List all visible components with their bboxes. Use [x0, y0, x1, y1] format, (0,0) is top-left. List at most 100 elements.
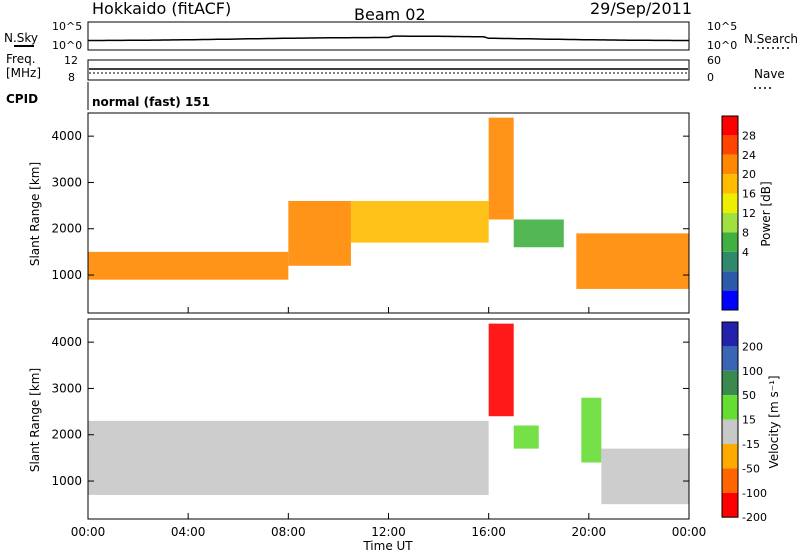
velocity-colorbar-segment — [722, 395, 738, 420]
freq-tick-low: 8 — [68, 71, 75, 84]
power-colorbar: 28 24 20 16 12 8 4 — [721, 115, 756, 311]
velocity-ytick-label: 1000 — [51, 474, 82, 488]
power-data-band — [350, 200, 489, 243]
power-colorbar-segment — [722, 213, 738, 233]
velocity-ytick-label: 2000 — [51, 428, 82, 442]
noise-sky-trace — [88, 35, 689, 42]
date-title: 29/Sep/2011 — [590, 0, 692, 18]
velocity-heatmap — [88, 323, 689, 505]
cpid-row: CPID normal (fast) 151 — [6, 82, 210, 110]
velocity-colorbar-segment — [722, 468, 738, 493]
velocity-data-band — [488, 323, 514, 417]
nave-tick-low: 0 — [707, 71, 714, 84]
power-y-label: Slant Range [km] — [28, 162, 42, 266]
x-tick-label: 20:00 — [572, 525, 607, 539]
power-colorbar-segment — [722, 135, 738, 155]
velocity-y-axis: 4000 3000 2000 1000 — [51, 335, 689, 488]
velocity-colorbar-segment — [722, 492, 738, 518]
nsearch-label: N.Search — [744, 32, 798, 46]
power-colorbar-tick: 8 — [742, 226, 749, 239]
power-colorbar-segment — [722, 174, 738, 194]
velocity-ytick-label: 4000 — [51, 335, 82, 349]
power-colorbar-tick: 4 — [742, 246, 749, 259]
x-tick-label: 04:00 — [171, 525, 206, 539]
freq-panel: Freq. [MHz] 12 8 60 0 Nave — [6, 52, 785, 89]
velocity-data-band — [88, 420, 489, 495]
velocity-colorbar-frame — [721, 321, 739, 518]
power-data-band — [488, 117, 514, 220]
power-data-band — [576, 233, 689, 289]
velocity-colorbar: 200 100 50 15 -15 -50 -100 -200 — [721, 321, 767, 524]
power-ytick-label: 2000 — [51, 222, 82, 236]
nsky-tick-low: 10^0 — [52, 39, 82, 52]
power-data-band — [288, 200, 351, 266]
freq-panel-frame — [87, 59, 690, 81]
power-colorbar-segment — [722, 232, 738, 252]
noise-panel-frame — [87, 21, 690, 51]
power-ytick-label: 4000 — [51, 129, 82, 143]
nave-tick-high: 60 — [707, 54, 721, 67]
power-y-axis: 4000 3000 2000 1000 — [51, 129, 689, 282]
velocity-colorbar-label: Velocity [m s⁻¹] — [767, 375, 781, 468]
velocity-colorbar-segment — [722, 419, 738, 444]
velocity-colorbar-segment — [722, 444, 738, 469]
velocity-data-band — [513, 425, 539, 449]
power-colorbar-segment — [722, 193, 738, 213]
power-colorbar-segment — [722, 271, 738, 291]
velocity-colorbar-tick: 50 — [742, 389, 756, 402]
x-tick-label: 08:00 — [271, 525, 306, 539]
x-axis-label: Time UT — [362, 539, 413, 553]
noise-sky-line — [88, 35, 689, 42]
velocity-data-band — [601, 448, 689, 505]
velocity-colorbar-tick: 200 — [742, 340, 763, 353]
power-colorbar-label: Power [dB] — [759, 181, 773, 246]
power-ytick-label: 3000 — [51, 175, 82, 189]
velocity-ytick-label: 3000 — [51, 381, 82, 395]
velocity-colorbar-tick: -200 — [742, 511, 767, 524]
freq-label: Freq. — [6, 52, 36, 66]
x-tick-label: 12:00 — [371, 525, 406, 539]
velocity-colorbar-tick: -100 — [742, 487, 767, 500]
station-title: Hokkaido (fitACF) — [92, 0, 231, 18]
power-data-band — [513, 219, 564, 248]
power-colorbar-segment — [722, 154, 738, 175]
velocity-colorbar-segment — [722, 370, 738, 396]
velocity-colorbar-tick: -50 — [742, 462, 760, 475]
power-colorbar-tick: 28 — [742, 129, 756, 142]
velocity-colorbar-segment — [722, 346, 738, 371]
power-colorbar-frame — [721, 115, 739, 311]
power-colorbar-tick: 24 — [742, 149, 756, 162]
power-data-band — [88, 251, 289, 280]
power-ytick-label: 1000 — [51, 268, 82, 282]
velocity-y-label: Slant Range [km] — [28, 368, 42, 472]
power-heatmap — [88, 117, 689, 289]
noise-panel: N.Sky 10^5 10^0 10^5 10^0 N.Search — [4, 20, 798, 52]
time-axis: 00:00 04:00 08:00 12:00 16:00 20:00 00:00 — [71, 307, 707, 539]
velocity-panel: 4000 3000 2000 1000 Slant Range [km] 200 100… — [28, 318, 781, 524]
x-tick-label: 00:00 — [672, 525, 707, 539]
nsearch-tick-high: 10^5 — [707, 20, 737, 33]
power-panel: 4000 3000 2000 1000 Slant Range [km] 28 24 20… — [28, 112, 773, 314]
nsky-tick-high: 10^5 — [52, 20, 82, 33]
power-colorbar-tick: 20 — [742, 168, 756, 181]
cpid-text: normal (fast) 151 — [92, 95, 210, 109]
x-tick-label: 16:00 — [471, 525, 506, 539]
nave-label: Nave — [754, 67, 785, 81]
power-colorbar-tick: 16 — [742, 188, 756, 201]
beam-title: Beam 02 — [354, 5, 426, 24]
velocity-colorbar-tick: -15 — [742, 438, 760, 451]
power-colorbar-segment — [722, 116, 738, 136]
cpid-label: CPID — [6, 92, 38, 106]
velocity-colorbar-tick: 15 — [742, 414, 756, 427]
freq-tick-high: 12 — [64, 54, 78, 67]
power-colorbar-segment — [722, 290, 738, 310]
freq-unit-label: [MHz] — [6, 66, 41, 80]
x-tick-label: 00:00 — [71, 525, 106, 539]
velocity-colorbar-tick: 100 — [742, 365, 763, 378]
power-colorbar-tick: 12 — [742, 207, 756, 220]
nsearch-tick-low: 10^0 — [707, 39, 737, 52]
nsky-label: N.Sky — [4, 31, 38, 45]
velocity-colorbar-segment — [722, 322, 738, 347]
velocity-data-band — [581, 397, 602, 463]
